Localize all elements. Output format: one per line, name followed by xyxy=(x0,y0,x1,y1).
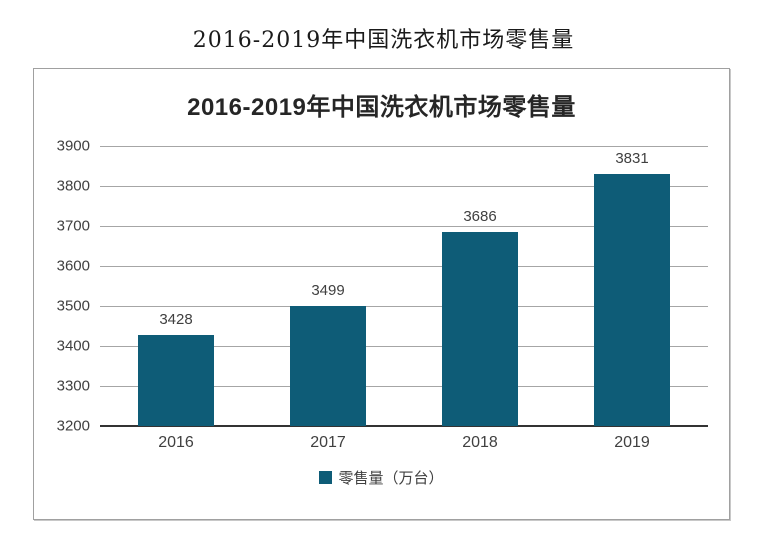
bar-value-label: 3686 xyxy=(463,207,497,225)
bar-value-label: 3831 xyxy=(615,149,649,167)
bar-2018 xyxy=(442,231,518,426)
legend: 零售量（万台） xyxy=(34,467,729,488)
y-axis-tick-label: 3400 xyxy=(56,337,90,355)
chart-panel: 2016-2019年中国洗衣机市场零售量 3200 3300 3400 3500 360… xyxy=(33,68,730,520)
bar-2019 xyxy=(594,173,670,426)
gridline-3500 xyxy=(100,306,708,307)
gridline-3400 xyxy=(100,346,708,347)
plot-area: 3200 3300 3400 3500 3600 3700 3800 3900 3428 2016… xyxy=(57,138,708,451)
x-axis-line xyxy=(100,425,708,427)
chart-title: 2016-2019年中国洗衣机市场零售量 xyxy=(187,94,576,121)
y-axis-tick-label: 3300 xyxy=(56,377,90,395)
bar-value-label: 3428 xyxy=(159,310,193,328)
y-axis-tick-label: 3900 xyxy=(56,137,90,155)
page-title: 2016-2019年中国洗衣机市场零售量 xyxy=(192,28,575,53)
y-axis-tick-label: 3800 xyxy=(56,177,90,195)
gridline-3900 xyxy=(100,146,708,147)
gridline-3600 xyxy=(100,266,708,267)
legend-swatch xyxy=(319,471,333,484)
x-axis-tick-label: 2018 xyxy=(462,434,498,451)
y-axis-tick-label: 3500 xyxy=(56,297,90,315)
gridline-3700 xyxy=(100,226,708,227)
bar-2016 xyxy=(138,334,214,426)
bar-2017 xyxy=(290,306,366,426)
y-axis-tick-label: 3200 xyxy=(56,417,90,435)
y-axis-tick-label: 3600 xyxy=(56,257,90,275)
x-axis-tick-label: 2017 xyxy=(310,434,346,451)
bar-value-label: 3499 xyxy=(311,282,345,300)
x-axis-tick-label: 2019 xyxy=(614,434,650,451)
y-axis-tick-label: 3700 xyxy=(56,217,90,235)
x-axis-tick-label: 2016 xyxy=(158,434,194,451)
legend-label: 零售量（万台） xyxy=(338,470,444,487)
gridline-3300 xyxy=(100,386,708,387)
gridline-3800 xyxy=(100,186,708,187)
